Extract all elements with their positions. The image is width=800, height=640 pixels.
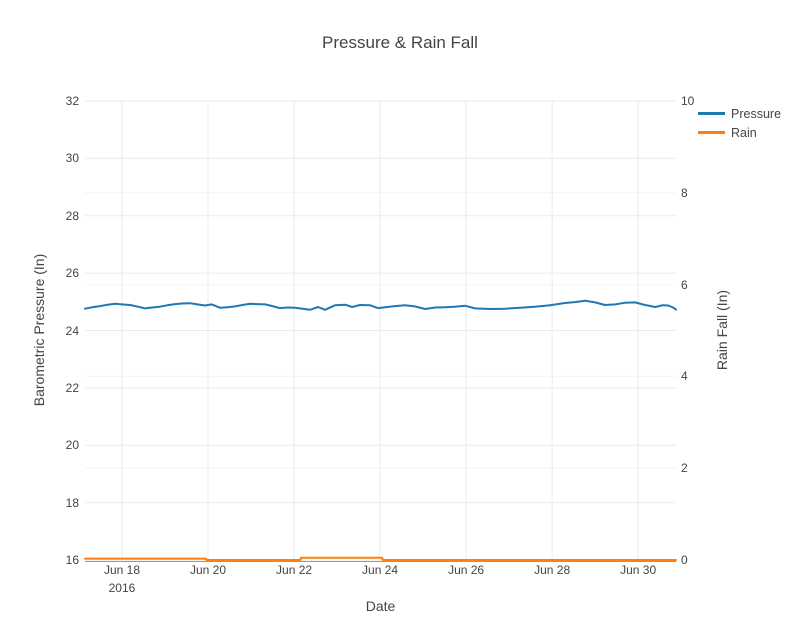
x-tick-label: Jun 22 <box>276 563 313 577</box>
legend-label: Rain <box>731 125 757 140</box>
x-tick-label: Jun 18 2016 <box>79 563 165 596</box>
y-right-tick-label: 10 <box>681 94 695 108</box>
y-right-tick-label: 4 <box>681 369 688 384</box>
y-left-tick-label: 28 <box>65 208 79 223</box>
x-tick-label: Jun 26 <box>448 563 485 577</box>
y-left-tick-label: 20 <box>65 438 79 453</box>
y-left-tick-label: 26 <box>65 266 79 281</box>
y-right-tick-label: 2 <box>681 461 688 476</box>
y-left-tick-label: 30 <box>65 151 79 166</box>
y-right-tick-label: 6 <box>681 277 688 292</box>
trace-pressure <box>84 299 677 311</box>
legend-line-swatch <box>698 112 725 115</box>
y-right-tick-label: 8 <box>681 185 688 200</box>
chart-title: Pressure & Rain Fall <box>322 33 478 52</box>
legend-item-pressure[interactable]: Pressure <box>698 104 781 123</box>
x-tick-label: Jun 24 <box>362 563 399 577</box>
trace-rain <box>84 556 677 561</box>
y-axis-left-title: Barometric Pressure (In) <box>31 253 47 407</box>
x-tick-year-label: 2016 <box>108 581 136 595</box>
y-axis-right-title: Rain Fall (In) <box>714 289 730 371</box>
y-right-tick-label: 0 <box>681 553 688 567</box>
x-tick-label: Jun 28 <box>534 563 571 577</box>
x-tick-label: Jun 20 <box>190 563 227 577</box>
y-left-tick-label: 32 <box>65 94 79 108</box>
y-left-tick-label: 22 <box>65 380 79 395</box>
x-axis-title: Date <box>365 598 396 614</box>
y-left-tick-label: 24 <box>65 323 79 338</box>
legend-item-rain[interactable]: Rain <box>698 123 781 142</box>
x-tick-label: Jun 30 <box>620 563 657 577</box>
legend-line-swatch <box>698 131 725 134</box>
y-left-tick-label: 18 <box>65 495 79 510</box>
legend: Pressure Rain <box>694 102 786 144</box>
legend-label: Pressure <box>731 106 782 121</box>
y-left-tick-label: 16 <box>65 553 79 567</box>
